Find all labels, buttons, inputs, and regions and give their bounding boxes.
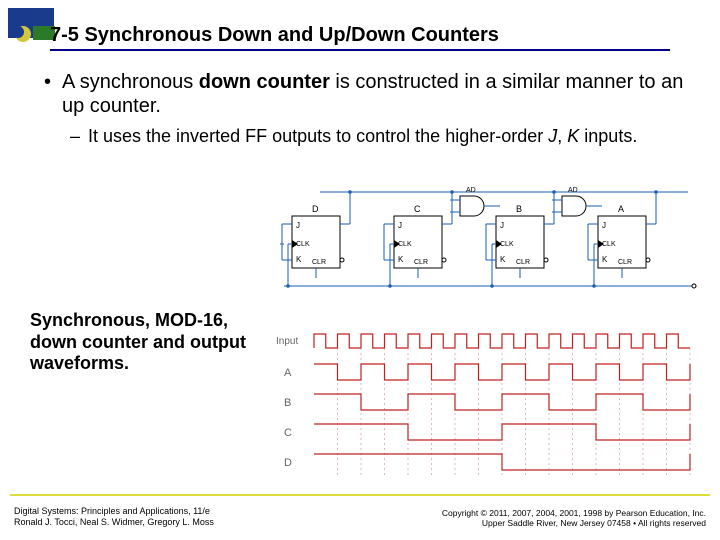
svg-text:C: C — [284, 427, 292, 439]
footer-text: Ronald J. Tocci, Neal S. Widmer, Gregory… — [14, 517, 214, 527]
svg-text:CLK: CLK — [602, 241, 616, 248]
svg-text:A: A — [284, 367, 292, 379]
svg-text:C: C — [414, 204, 421, 214]
footer-text: Upper Saddle River, New Jersey 07458 • A… — [482, 518, 706, 528]
footer-right: Copyright © 2011, 2007, 2004, 2001, 1998… — [442, 508, 706, 528]
footer-divider — [10, 494, 710, 496]
footer-text: Digital Systems: Principles and Applicat… — [14, 506, 210, 516]
svg-text:J: J — [500, 221, 504, 230]
circuit-diagram: AD AD J CLK K CLR D J CLK K CLR C J CLK K CLR B J CLK K CLR A… — [280, 180, 700, 295]
footer-left: Digital Systems: Principles and Applicat… — [14, 506, 214, 528]
text: It uses the inverted FF outputs to contr… — [88, 126, 548, 146]
slide-title: 7-5 Synchronous Down and Up/Down Counter… — [50, 24, 690, 47]
svg-text:CLR: CLR — [414, 259, 428, 266]
text-italic: K — [567, 126, 579, 146]
svg-text:B: B — [516, 204, 522, 214]
text: inputs. — [579, 126, 637, 146]
svg-text:K: K — [398, 255, 404, 264]
text-italic: J — [548, 126, 557, 146]
svg-text:CLK: CLK — [398, 241, 412, 248]
svg-text:J: J — [398, 221, 402, 230]
svg-text:A: A — [618, 204, 624, 214]
body-text: A synchronous down counter is constructe… — [40, 70, 690, 148]
svg-text:B: B — [284, 397, 291, 409]
svg-text:D: D — [312, 204, 319, 214]
diagram-caption: Synchronous, MOD-16, down counter and ou… — [30, 310, 260, 375]
svg-text:CLR: CLR — [618, 259, 632, 266]
bullet-level-1: A synchronous down counter is constructe… — [40, 70, 690, 118]
svg-text:K: K — [500, 255, 506, 264]
footer-text: Copyright © 2011, 2007, 2004, 2001, 1998… — [442, 508, 706, 518]
svg-text:CLK: CLK — [296, 241, 310, 248]
svg-text:J: J — [602, 221, 606, 230]
svg-text:AD: AD — [568, 187, 578, 194]
text-bold: down counter — [199, 71, 330, 93]
title-underline — [50, 49, 670, 51]
svg-text:K: K — [602, 255, 608, 264]
svg-text:CLK: CLK — [500, 241, 514, 248]
text: , — [557, 126, 567, 146]
text: A synchronous — [62, 71, 199, 93]
svg-text:CLR: CLR — [516, 259, 530, 266]
svg-text:AD: AD — [466, 187, 476, 194]
svg-text:J: J — [296, 221, 300, 230]
svg-text:K: K — [296, 255, 302, 264]
svg-text:Input: Input — [276, 336, 298, 347]
bullet-level-2: It uses the inverted FF outputs to contr… — [70, 126, 690, 148]
title-bar: 7-5 Synchronous Down and Up/Down Counter… — [50, 24, 690, 51]
slide: { "title": "7-5 Synchronous Down and Up/… — [0, 0, 720, 540]
waveform-diagram: Input A B C D — [270, 300, 700, 490]
svg-text:CLR: CLR — [312, 259, 326, 266]
svg-text:D: D — [284, 457, 292, 469]
